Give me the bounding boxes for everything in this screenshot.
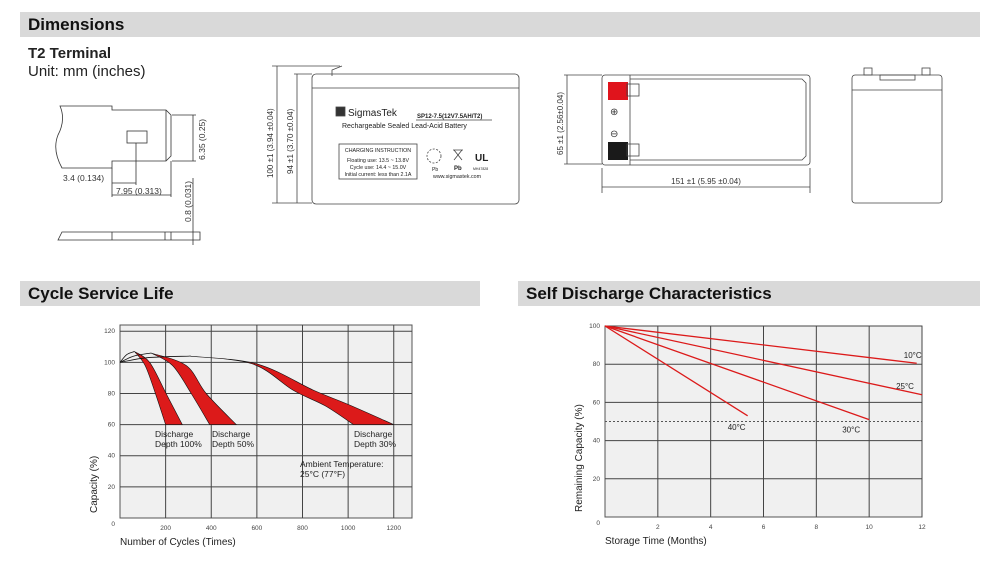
ul-code: MH47828 (473, 167, 488, 171)
dim-case-height: 94 ±1 (3.70 ±0.04) (286, 108, 295, 174)
self-discharge-chart: 2 4 6 8 10 12 0 20 40 60 80 100 Storage Time (Months… (574, 323, 926, 547)
cycle-service-life-chart: 200 400 600 800 1000 1200 0 20 40 60 80 100 120 Numbe… (89, 324, 413, 548)
series-label: 10°C (904, 351, 922, 360)
y-tick-label: 120 (104, 328, 115, 335)
dim-total-height: 100 ±1 (3.94 ±0.04) (266, 108, 275, 178)
brand-name: SigmasTek (348, 108, 398, 119)
website: www.sigmastek.com (433, 174, 482, 180)
x-tick-label: 400 (206, 525, 217, 532)
positive-terminal (608, 82, 628, 100)
series-label-line1: Discharge (212, 429, 251, 439)
series-label: 30°C (842, 426, 860, 435)
floating-spec: Floating use: 13.5 ~ 13.8V (347, 158, 409, 164)
y-tick-label: 80 (108, 390, 116, 397)
x-tick-label: 4 (709, 524, 713, 531)
no-trash-icon (453, 149, 463, 161)
y-tick-label: 80 (593, 361, 601, 368)
pb-label: Pb (432, 167, 438, 173)
x-tick-label: 2 (656, 524, 660, 531)
terminal-drawing: 3.4 (0.134) 7.95 (0.313) 6.35 (0.25) 0.8… (55, 105, 207, 245)
charging-title: CHARGING INSTRUCTION (345, 148, 411, 154)
x-tick-label: 10 (866, 524, 874, 531)
section-header-cycle-service-life: Cycle Service Life (20, 281, 480, 306)
y-tick-label: 20 (108, 484, 116, 491)
y-tick-label: 0 (596, 520, 600, 527)
series-line-0 (604, 325, 917, 364)
x-axis-label: Number of Cycles (Times) (120, 537, 236, 548)
y-tick-label: 60 (108, 422, 116, 429)
annotation-line2: 25°C (77°F) (300, 469, 345, 479)
rise-curve-0 (119, 351, 135, 363)
current-spec: Initial current: less than 2.1A (345, 172, 412, 178)
x-tick-label: 800 (297, 525, 308, 532)
x-tick-label: 200 (160, 525, 171, 532)
x-tick-label: 600 (251, 525, 262, 532)
series-line-2 (604, 325, 870, 421)
discharge-band-1 (150, 352, 238, 425)
y-axis-label: Capacity (%) (89, 456, 100, 513)
annotation-line1: Ambient Temperature: (300, 459, 383, 469)
rise-curve-2 (119, 355, 190, 363)
battery-top-view: ⊕ ⊖ 151 ±1 (5.95 ±0.04) 65 ±1 (2.56±0.04… (556, 67, 943, 204)
battery-subtitle: Rechargeable Sealed Lead-Acid Battery (342, 123, 467, 130)
dim-a: 3.4 (0.134) (63, 173, 104, 183)
y-tick-label: 40 (593, 438, 601, 445)
recycle-icon (426, 148, 442, 164)
series-label-line2: Depth 30% (354, 439, 396, 449)
dim-b: 7.95 (0.313) (116, 186, 162, 196)
ul-logo: UL (475, 153, 488, 164)
discharge-band-2 (189, 355, 394, 425)
cycle-spec: Cycle use: 14.4 ~ 15.0V (350, 165, 407, 171)
minus-symbol: ⊖ (610, 129, 618, 140)
series-line-1 (604, 325, 923, 396)
series-label-line2: Depth 100% (155, 439, 202, 449)
rise-curve-1 (119, 352, 152, 363)
plus-symbol: ⊕ (610, 107, 618, 118)
battery-front-view: SigmasTek SP12-7.5(12V7.5AH/T2) Recharge… (266, 65, 520, 205)
dim-length: 151 ±1 (5.95 ±0.04) (671, 177, 741, 186)
series-label-line2: Depth 50% (212, 439, 254, 449)
dim-height: 6.35 (0.25) (197, 119, 207, 160)
y-tick-label: 40 (108, 453, 116, 460)
series-line-3 (604, 325, 748, 417)
unit-label: Unit: mm (inches) (28, 63, 146, 80)
x-tick-label: 1200 (387, 525, 402, 532)
terminal-title: T2 Terminal (28, 45, 112, 62)
series-label: 25°C (896, 382, 914, 391)
x-axis-label: Storage Time (Months) (605, 536, 707, 547)
y-tick-label: 0 (111, 521, 115, 528)
y-tick-label: 100 (589, 323, 600, 330)
series-label-line1: Discharge (155, 429, 194, 439)
negative-terminal (608, 142, 628, 160)
section-header-self-discharge: Self Discharge Characteristics (518, 281, 980, 306)
x-tick-label: 12 (918, 524, 926, 531)
x-tick-label: 8 (815, 524, 819, 531)
dim-thickness: 0.8 (0.031) (183, 181, 193, 222)
dim-width: 65 ±1 (2.56±0.04) (556, 92, 565, 155)
section-header-dimensions: Dimensions (20, 12, 980, 37)
y-tick-label: 20 (593, 476, 601, 483)
series-label: 40°C (728, 423, 746, 432)
model-number: SP12-7.5(12V7.5AH/T2) (417, 114, 482, 120)
y-tick-label: 100 (104, 359, 115, 366)
y-tick-label: 60 (593, 399, 601, 406)
x-tick-label: 6 (762, 524, 766, 531)
pb-label: Pb (454, 166, 462, 172)
x-tick-label: 1000 (341, 525, 356, 532)
series-label-line1: Discharge (354, 429, 393, 439)
discharge-band-0 (134, 351, 183, 425)
y-axis-label: Remaining Capacity (%) (574, 404, 585, 512)
